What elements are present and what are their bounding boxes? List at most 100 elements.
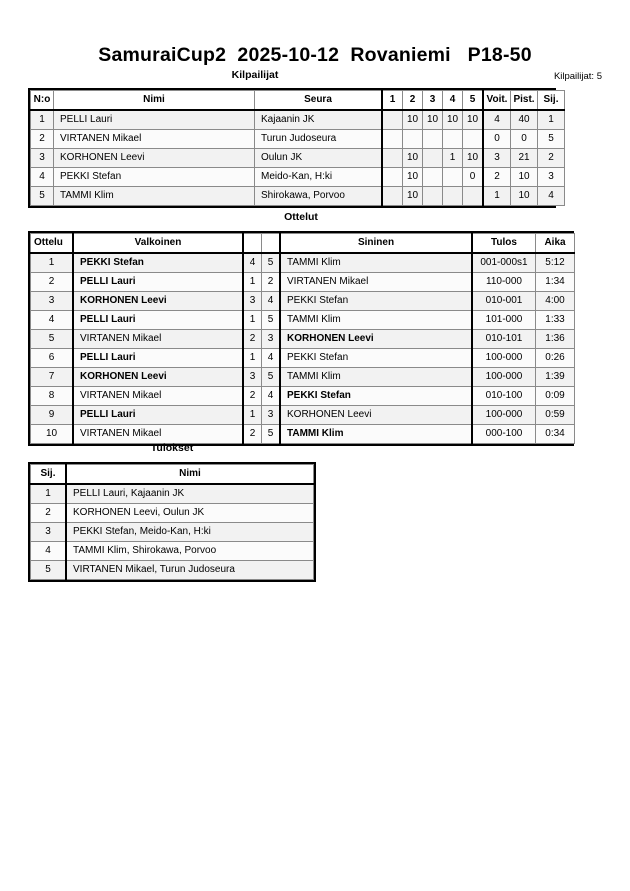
competitor-grid-cell-1 xyxy=(381,129,403,149)
matches-table: Ottelu Valkoinen Sininen Tulos Aika 1 PEK… xyxy=(30,233,575,444)
match-white-name: VIRTANEN Mikael xyxy=(72,386,244,406)
result-name: TAMMI Klim, Shirokawa, Porvoo xyxy=(65,541,314,561)
match-no: 8 xyxy=(30,386,74,406)
match-no: 5 xyxy=(30,329,74,349)
column-header-rank: Sij. xyxy=(537,90,565,111)
competitor-club: Oulun JK xyxy=(254,148,383,168)
competitors-table-head: N:o Nimi Seura 1 2 3 4 5 Voit. Pist. Sij… xyxy=(30,90,565,111)
match-result: 100-000 xyxy=(471,405,536,425)
column-header-result: Tulos xyxy=(471,233,536,254)
match-blue-name: PEKKI Stefan xyxy=(279,386,473,406)
match-result: 000-100 xyxy=(471,424,536,444)
match-no: 9 xyxy=(30,405,74,425)
competitor-rank: 4 xyxy=(537,186,565,206)
competitor-name: KORHONEN Leevi xyxy=(53,148,255,168)
match-blue-no: 2 xyxy=(261,272,281,292)
competitor-wins: 1 xyxy=(482,186,511,206)
match-no: 2 xyxy=(30,272,74,292)
competitor-name: TAMMI Klim xyxy=(53,186,255,206)
competitors-section-heading: Kilpailijat xyxy=(231,69,279,81)
competitor-grid-cell-5 xyxy=(462,129,484,149)
match-blue-name: VIRTANEN Mikael xyxy=(279,272,473,292)
column-header-grid-5: 5 xyxy=(462,90,484,111)
competitors-table-frame: N:o Nimi Seura 1 2 3 4 5 Voit. Pist. Sij… xyxy=(28,88,565,208)
results-section-heading: Tulokset xyxy=(150,442,194,454)
match-blue-no: 5 xyxy=(261,424,281,444)
column-header-position: Sij. xyxy=(30,464,67,485)
competitor-points: 10 xyxy=(510,167,538,187)
match-blue-name: TAMMI Klim xyxy=(279,310,473,330)
column-header-blue-no xyxy=(261,233,281,254)
matches-table-body: 1 PEKKI Stefan 4 5 TAMMI Klim 001-000s1 5:12 2 P… xyxy=(30,252,575,444)
match-blue-name: TAMMI Klim xyxy=(279,367,473,387)
match-time: 1:33 xyxy=(535,310,575,330)
match-blue-name: TAMMI Klim xyxy=(279,424,473,444)
match-no: 7 xyxy=(30,367,74,387)
competitor-name: PELLI Lauri xyxy=(53,109,255,130)
match-white-no: 3 xyxy=(242,291,262,311)
competitor-no: 3 xyxy=(30,148,54,168)
match-no: 6 xyxy=(30,348,74,368)
matches-table-head: Ottelu Valkoinen Sininen Tulos Aika xyxy=(30,233,575,254)
competitor-club: Turun Judoseura xyxy=(254,129,383,149)
column-header-name: Nimi xyxy=(65,464,314,485)
match-result: 110-000 xyxy=(471,272,536,292)
match-blue-name: PEKKI Stefan xyxy=(279,348,473,368)
match-result: 010-101 xyxy=(471,329,536,349)
competitor-points: 40 xyxy=(510,109,538,130)
table-row: 3 KORHONEN Leevi 3 4 PEKKI Stefan 010-001 4:00 xyxy=(30,291,575,311)
competitor-club: Kajaanin JK xyxy=(254,109,383,130)
result-position: 4 xyxy=(30,541,67,561)
competitor-points: 0 xyxy=(510,129,538,149)
match-time: 1:36 xyxy=(535,329,575,349)
competitor-grid-cell-3: 10 xyxy=(422,109,443,130)
column-header-grid-1: 1 xyxy=(381,90,403,111)
match-time: 0:59 xyxy=(535,405,575,425)
match-no: 1 xyxy=(30,252,74,273)
table-row: 2 PELLI Lauri 1 2 VIRTANEN Mikael 110-000 1:34 xyxy=(30,272,575,292)
match-result: 010-100 xyxy=(471,386,536,406)
result-name: PEKKI Stefan, Meido-Kan, H:ki xyxy=(65,522,314,542)
competitors-table-body: 1 PELLI Lauri Kajaanin JK 10 10 10 10 4 40 1 2 VIRT… xyxy=(30,109,565,206)
competitors-table: N:o Nimi Seura 1 2 3 4 5 Voit. Pist. Sij… xyxy=(30,90,565,206)
competitor-grid-cell-4: 10 xyxy=(442,109,463,130)
competitor-grid-cell-5: 10 xyxy=(462,109,484,130)
competitor-grid-cell-2: 10 xyxy=(402,109,423,130)
competitor-points: 21 xyxy=(510,148,538,168)
column-header-blue: Sininen xyxy=(279,233,473,254)
competitor-grid-cell-3 xyxy=(422,129,443,149)
table-row: 9 PELLI Lauri 1 3 KORHONEN Leevi 100-000 0:59 xyxy=(30,405,575,425)
competitor-grid-cell-2 xyxy=(402,129,423,149)
table-row: 1 PEKKI Stefan 4 5 TAMMI Klim 001-000s1 5:12 xyxy=(30,252,575,273)
results-table-head: Sij. Nimi xyxy=(30,464,314,485)
match-white-no: 1 xyxy=(242,310,262,330)
matches-section-heading: Ottelut xyxy=(284,211,318,223)
table-row: 2 KORHONEN Leevi, Oulun JK xyxy=(30,503,314,523)
competitor-grid-cell-1 xyxy=(381,148,403,168)
result-name: KORHONEN Leevi, Oulun JK xyxy=(65,503,314,523)
competitor-grid-cell-4: 1 xyxy=(442,148,463,168)
match-white-name: KORHONEN Leevi xyxy=(72,291,244,311)
competitor-grid-cell-1 xyxy=(381,186,403,206)
competitor-no: 5 xyxy=(30,186,54,206)
results-table-frame: Sij. Nimi 1 PELLI Lauri, Kajaanin JK 2 KORH… xyxy=(28,462,316,582)
result-position: 5 xyxy=(30,560,67,580)
competitor-club: Meido-Kan, H:ki xyxy=(254,167,383,187)
match-result: 100-000 xyxy=(471,367,536,387)
match-result: 010-001 xyxy=(471,291,536,311)
competitor-no: 2 xyxy=(30,129,54,149)
competitor-rank: 2 xyxy=(537,148,565,168)
table-row: 5 VIRTANEN Mikael, Turun Judoseura xyxy=(30,560,314,580)
match-no: 10 xyxy=(30,424,74,444)
result-position: 1 xyxy=(30,483,67,504)
match-blue-name: PEKKI Stefan xyxy=(279,291,473,311)
match-time: 1:34 xyxy=(535,272,575,292)
match-time: 1:39 xyxy=(535,367,575,387)
column-header-wins: Voit. xyxy=(482,90,511,111)
match-result: 100-000 xyxy=(471,348,536,368)
competitor-grid-cell-3 xyxy=(422,186,443,206)
match-time: 5:12 xyxy=(535,252,575,273)
competitor-wins: 2 xyxy=(482,167,511,187)
match-white-no: 1 xyxy=(242,405,262,425)
competitor-grid-cell-5 xyxy=(462,186,484,206)
